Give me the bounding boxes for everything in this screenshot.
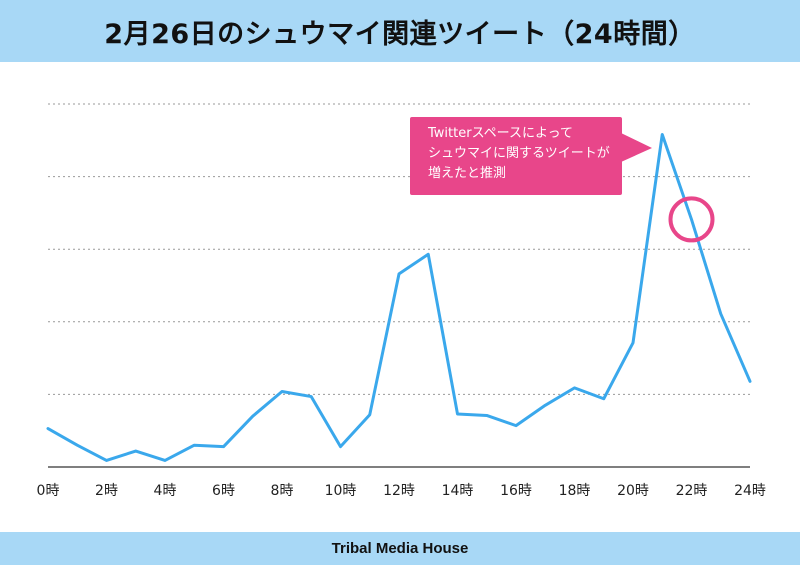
x-tick-label: 6時 [212,483,235,499]
title-band: 2月26日のシュウマイ関連ツイート（24時間） [0,0,800,62]
series-line [46,132,752,462]
footer-band: Tribal Media House [0,532,800,565]
x-tick-label: 14時 [442,483,474,499]
x-tick-labels: 0時 2時 4時 6時 8時 10時 12時 14時 16時 18時 20時 22時 24時 [37,483,766,499]
x-tick-label: 4時 [154,483,177,499]
x-tick-label: 22時 [676,483,708,499]
x-tick-label: 20時 [617,483,649,499]
brand-name: Tribal Media House [331,540,469,557]
peak-highlight-circle [668,196,715,243]
x-tick-label: 18時 [559,483,591,499]
annotation-line-2: シュウマイに関するツイートが [428,146,610,161]
x-tick-label: 0時 [37,483,60,499]
x-tick-label: 8時 [271,483,294,499]
annotation-marks [621,133,715,243]
x-tick-label: 12時 [383,483,415,499]
series-group [46,132,752,462]
x-tick-label: 24時 [734,483,766,499]
annotation-line-3: 増えたと推測 [428,166,507,181]
callout-pointer [621,133,652,162]
grid-lines [48,103,750,395]
x-tick-label: 16時 [500,483,532,499]
annotation-line-1: Twitterスペースによって [428,126,573,141]
x-tick-label: 10時 [325,483,357,499]
x-tick-label: 2時 [95,483,118,499]
annotation-callout: Twitterスペースによって シュウマイに関するツイートが 増えたと推測 [410,117,622,195]
chart-title: 2月26日のシュウマイ関連ツイート（24時間） [104,18,696,50]
